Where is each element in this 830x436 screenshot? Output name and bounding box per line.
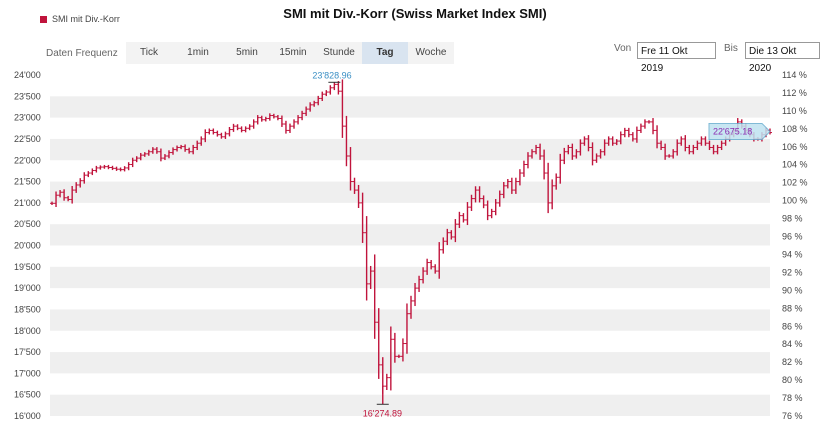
- last-value-label: 22'675.18: [713, 126, 752, 136]
- y-tick-label: 23'000: [14, 113, 41, 123]
- right-tick-label: 94 %: [782, 249, 803, 259]
- y-tick-label: 18'000: [14, 326, 41, 336]
- y-tick-label: 16'000: [14, 411, 41, 421]
- right-tick-label: 112 %: [782, 88, 807, 98]
- tab-woche[interactable]: Woche: [415, 47, 447, 58]
- y-tick-label: 16'500: [14, 390, 41, 400]
- right-tick-label: 96 %: [782, 232, 803, 242]
- grid-band: [50, 394, 770, 416]
- y-tick-label: 24'000: [14, 70, 41, 80]
- right-tick-label: 106 %: [782, 142, 808, 152]
- y-tick-label: 22'500: [14, 134, 41, 144]
- tab-tick[interactable]: Tick: [140, 47, 158, 58]
- grid-band: [50, 266, 770, 289]
- right-tick-label: 88 %: [782, 303, 803, 313]
- right-tick-label: 100 %: [782, 196, 808, 206]
- to-label: Bis: [724, 43, 738, 54]
- y-tick-label: 23'500: [14, 91, 41, 101]
- right-tick-label: 86 %: [782, 321, 803, 331]
- from-label: Von: [614, 43, 632, 54]
- grid-band: [50, 224, 770, 246]
- right-tick-label: 82 %: [782, 357, 803, 367]
- legend-label: SMI mit Div.-Korr: [52, 14, 120, 24]
- tab-15min[interactable]: 15min: [279, 47, 307, 58]
- y-tick-label: 21'000: [14, 198, 41, 208]
- y-tick-label: 21'500: [14, 177, 41, 187]
- chart-title: SMI mit Div.-Korr (Swiss Market Index SM…: [283, 6, 547, 21]
- right-tick-label: 110 %: [782, 106, 807, 116]
- to-date-input[interactable]: Die 13 Okt 2020: [745, 42, 820, 74]
- right-tick-label: 92 %: [782, 267, 803, 277]
- right-tick-label: 84 %: [782, 339, 803, 349]
- y-tick-label: 22'000: [14, 155, 41, 165]
- tab-5min[interactable]: 5min: [236, 47, 258, 58]
- right-tick-label: 80 %: [782, 375, 803, 385]
- y-tick-label: 20'000: [14, 241, 41, 251]
- right-tick-label: 78 %: [782, 393, 803, 403]
- y-tick-label: 17'500: [14, 347, 41, 357]
- last-value-box: [708, 122, 771, 140]
- grid-band: [50, 138, 770, 161]
- from-date-input[interactable]: Fre 11 Okt 2019: [637, 42, 716, 74]
- frequency-toolbar: Daten Frequenz Tick 1min 5min 15min Stun…: [46, 42, 454, 64]
- tab-tag[interactable]: Tag: [362, 42, 408, 64]
- grid-band: [50, 309, 770, 331]
- y-tick-label: 19'000: [14, 283, 41, 293]
- y-tick-label: 19'500: [14, 262, 41, 272]
- grid-band: [50, 352, 770, 374]
- frequency-tabs: Tick 1min 5min 15min Stunde Tag Woche: [126, 42, 454, 64]
- right-tick-label: 108 %: [782, 124, 808, 134]
- legend: SMI mit Div.-Korr: [40, 14, 120, 24]
- tab-1min[interactable]: 1min: [187, 47, 209, 58]
- grid-band: [50, 181, 770, 203]
- legend-swatch: [40, 15, 47, 23]
- grid-band: [50, 96, 770, 118]
- right-tick-label: 102 %: [782, 178, 808, 188]
- y-tick-label: 20'500: [14, 219, 41, 229]
- tab-stunde[interactable]: Stunde: [323, 47, 355, 58]
- high-label: 23'828.96: [312, 70, 351, 80]
- y-tick-label: 18'500: [14, 304, 41, 314]
- right-tick-label: 114 %: [782, 70, 807, 80]
- y-tick-label: 17'000: [14, 368, 41, 378]
- frequency-label: Daten Frequenz: [46, 47, 118, 59]
- right-tick-label: 104 %: [782, 160, 808, 170]
- right-tick-label: 90 %: [782, 285, 803, 295]
- low-label: 16'274.89: [363, 408, 402, 418]
- right-tick-label: 98 %: [782, 214, 803, 224]
- right-tick-label: 76 %: [782, 411, 803, 421]
